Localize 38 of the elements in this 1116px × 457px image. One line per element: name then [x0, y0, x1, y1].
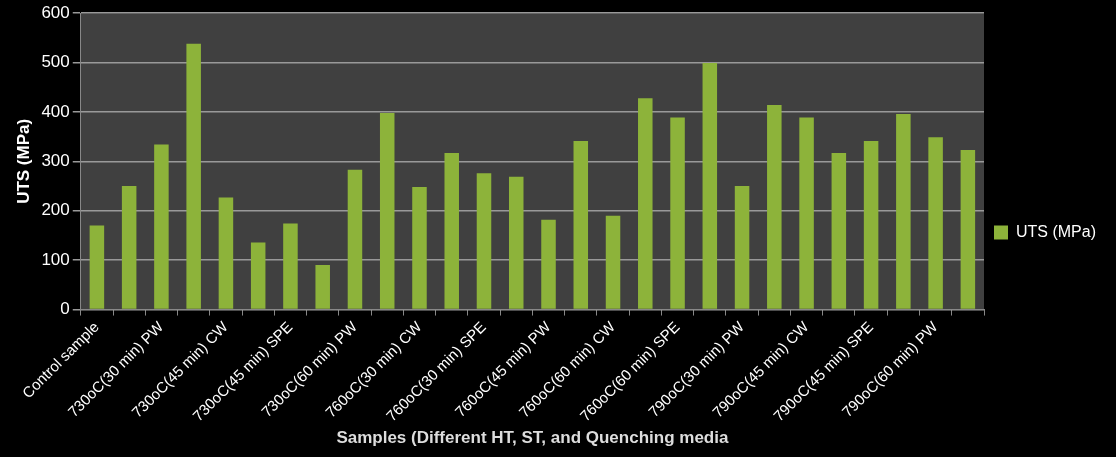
bar	[767, 105, 782, 309]
legend-label: UTS (MPa)	[1016, 222, 1096, 240]
bar	[605, 215, 621, 309]
bar	[799, 117, 814, 309]
bar	[186, 43, 201, 309]
y-tick-label: 0	[60, 299, 70, 319]
bar	[315, 265, 330, 309]
y-tick-label: 400	[41, 101, 70, 121]
bar	[154, 144, 169, 309]
bar	[89, 225, 105, 309]
bar	[702, 63, 718, 309]
bar	[734, 186, 750, 309]
bar	[347, 169, 363, 309]
bar	[476, 173, 492, 309]
x-axis-title: Samples (Different HT, ST, and Quenching media	[336, 428, 729, 448]
bar	[896, 113, 911, 309]
bar	[831, 152, 847, 309]
bar	[573, 141, 589, 309]
y-tick-label: 200	[41, 200, 70, 220]
bar	[960, 150, 976, 309]
bar	[863, 141, 879, 309]
y-tick-label: 600	[41, 2, 70, 22]
bar	[670, 117, 685, 309]
bar	[218, 197, 234, 309]
bar	[928, 137, 943, 309]
bar	[412, 187, 427, 309]
bar	[509, 176, 524, 309]
bar	[283, 223, 298, 309]
bar	[541, 219, 556, 309]
bar	[638, 98, 653, 309]
y-tick-label: 500	[41, 52, 70, 72]
bar	[121, 186, 137, 309]
y-tick-label: 300	[41, 151, 70, 171]
y-tick-label: 100	[41, 249, 70, 269]
bar	[379, 112, 395, 309]
bar	[250, 242, 266, 309]
bar	[444, 152, 459, 309]
y-axis-title: UTS (MPa)	[13, 118, 33, 204]
